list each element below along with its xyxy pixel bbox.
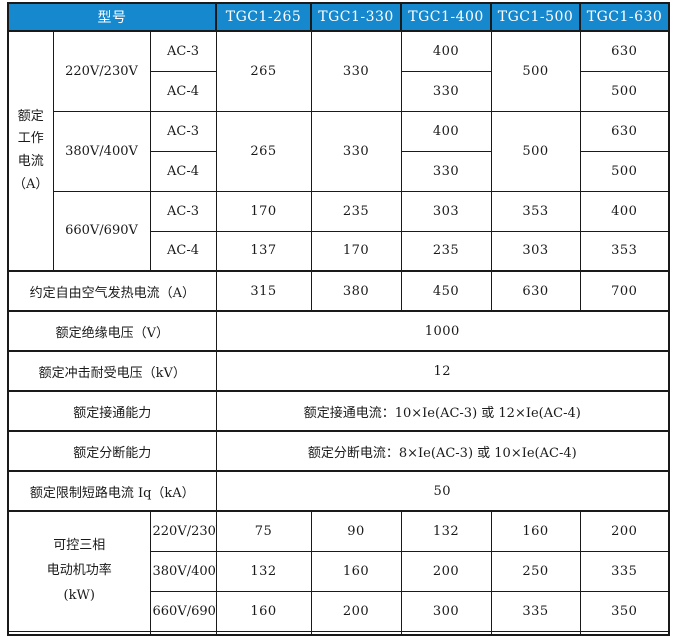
value-cell: 200 — [579, 510, 670, 552]
table-row: 380V/400V 132 160 200 250 335 — [8, 550, 670, 592]
value-cell: 235 — [310, 190, 402, 232]
value-cell: 400 — [400, 110, 492, 152]
value-cell: 353 — [579, 230, 670, 272]
ac-class-cell: AC-3 — [149, 110, 217, 152]
value-cell: 630 — [579, 30, 670, 72]
ac-class-cell: AC-4 — [149, 70, 217, 112]
breaking-capacity-label: 额定分断能力 — [7, 430, 217, 472]
table-row: AC-4 137 170 235 303 353 — [8, 230, 670, 272]
voltage-cell: 660V/690V — [52, 190, 151, 272]
voltage-cell: 220V/230V — [52, 30, 151, 112]
value-cell: 500 — [490, 110, 581, 192]
header-col-tgc1-330: TGC1-330 — [310, 2, 403, 32]
table-row: AC-4 330 500 — [8, 70, 670, 112]
ac-class-cell: AC-3 — [149, 190, 217, 232]
header-col-tgc1-265: TGC1-265 — [215, 2, 313, 32]
value-cell: 400 — [579, 190, 670, 232]
value-cell: 200 — [400, 550, 492, 592]
value-cell: 160 — [490, 510, 581, 552]
value-cell: 132 — [400, 510, 492, 552]
voltage-cell: 660V/690V — [149, 590, 217, 632]
value-cell: 335 — [579, 550, 670, 592]
voltage-cell: 220V/230V — [149, 510, 217, 552]
ac-class-cell: AC-3 — [149, 30, 217, 72]
table-row: 可控三相 电动机功率 (kW) 220V/230V 75 90 132 160 … — [7, 510, 670, 632]
value-cell: 350 — [579, 590, 670, 632]
value-cell: 300 — [400, 590, 492, 632]
making-capacity-label: 额定接通能力 — [7, 390, 217, 432]
value-cell: 265 — [215, 110, 312, 192]
value-cell: 235 — [400, 230, 492, 272]
value-cell: 250 — [490, 550, 581, 592]
header-model-label: 型号 — [6, 2, 218, 32]
value-cell: 160 — [310, 550, 402, 592]
spec-table: 型号 TGC1-265 TGC1-330 TGC1-400 TGC1-500 T… — [6, 2, 671, 636]
ac-class-cell: AC-4 — [149, 230, 217, 272]
table-row: 额定分断能力 额定分断电流：8×Ie(AC-3) 或 10×Ie(AC-4) — [7, 430, 670, 472]
value-cell: 170 — [215, 190, 312, 232]
value-cell: 330 — [310, 110, 402, 192]
table-row: 额定接通能力 额定接通电流：10×Ie(AC-3) 或 12×Ie(AC-4) — [7, 390, 670, 432]
table-row: AC-4 330 500 — [8, 150, 670, 192]
header-col-tgc1-630: TGC1-630 — [579, 2, 671, 32]
value-cell: 265 — [215, 30, 312, 112]
table-row: 660V/690V AC-3 170 235 303 353 400 — [8, 190, 670, 272]
value-cell: 75 — [215, 510, 312, 552]
table-row: 约定自由空气发热电流（A） 315 380 450 630 700 — [7, 270, 670, 312]
value-cell: 160 — [215, 590, 312, 632]
value-cell: 200 — [310, 590, 402, 632]
impulse-voltage-label: 额定冲击耐受电压（kV） — [7, 350, 217, 392]
value-cell: 500 — [490, 30, 581, 112]
value-cell: 303 — [400, 190, 492, 232]
value-cell: 315 — [215, 270, 312, 312]
value-cell: 353 — [490, 190, 581, 232]
making-capacity-value: 额定接通电流：10×Ie(AC-3) 或 12×Ie(AC-4) — [215, 390, 670, 432]
motor-power-label: 可控三相 电动机功率 (kW) — [7, 510, 151, 632]
value-cell: 330 — [400, 70, 492, 112]
thermal-current-label: 约定自由空气发热电流（A） — [7, 270, 217, 312]
value-cell: 170 — [310, 230, 402, 272]
breaking-capacity-value: 额定分断电流：8×Ie(AC-3) 或 10×Ie(AC-4) — [215, 430, 670, 472]
value-cell: 137 — [215, 230, 312, 272]
value-cell: 335 — [490, 590, 581, 632]
short-circuit-current-label: 额定限制短路电流 Iq（kA） — [7, 470, 217, 512]
value-cell: 450 — [400, 270, 492, 312]
value-cell: 303 — [490, 230, 581, 272]
impulse-voltage-value: 12 — [215, 350, 670, 392]
header-col-tgc1-400: TGC1-400 — [400, 2, 493, 32]
voltage-cell: 380V/400V — [52, 110, 151, 192]
value-cell: 630 — [579, 110, 670, 152]
insulation-voltage-label: 额定绝缘电压（V） — [7, 310, 217, 352]
table-header-row: 型号 TGC1-265 TGC1-330 TGC1-400 TGC1-500 T… — [6, 2, 671, 32]
short-circuit-current-value: 50 — [215, 470, 670, 512]
table-row: 额定 工作 电流 （A） 220V/230V AC-3 265 330 400 … — [7, 30, 670, 272]
value-cell: 500 — [579, 70, 670, 112]
clipped-row — [7, 630, 670, 636]
value-cell: 700 — [579, 270, 670, 312]
header-col-tgc1-500: TGC1-500 — [490, 2, 582, 32]
value-cell: 630 — [490, 270, 581, 312]
table-row: 660V/690V 160 200 300 335 350 — [8, 590, 670, 632]
table-row: 额定限制短路电流 Iq（kA） 50 — [7, 470, 670, 512]
value-cell: 330 — [400, 150, 492, 192]
value-cell: 500 — [579, 150, 670, 192]
rated-current-label: 额定 工作 电流 （A） — [7, 30, 54, 272]
value-cell: 330 — [310, 30, 402, 112]
voltage-cell: 380V/400V — [149, 550, 217, 592]
value-cell: 380 — [310, 270, 402, 312]
value-cell: 132 — [215, 550, 312, 592]
table-row: 额定绝缘电压（V） 1000 — [7, 310, 670, 352]
table-row: 380V/400V AC-3 265 330 400 500 630 — [8, 110, 670, 192]
insulation-voltage-value: 1000 — [215, 310, 670, 352]
value-cell: 400 — [400, 30, 492, 72]
value-cell: 90 — [310, 510, 402, 552]
ac-class-cell: AC-4 — [149, 150, 217, 192]
table-row: 额定冲击耐受电压（kV） 12 — [7, 350, 670, 392]
